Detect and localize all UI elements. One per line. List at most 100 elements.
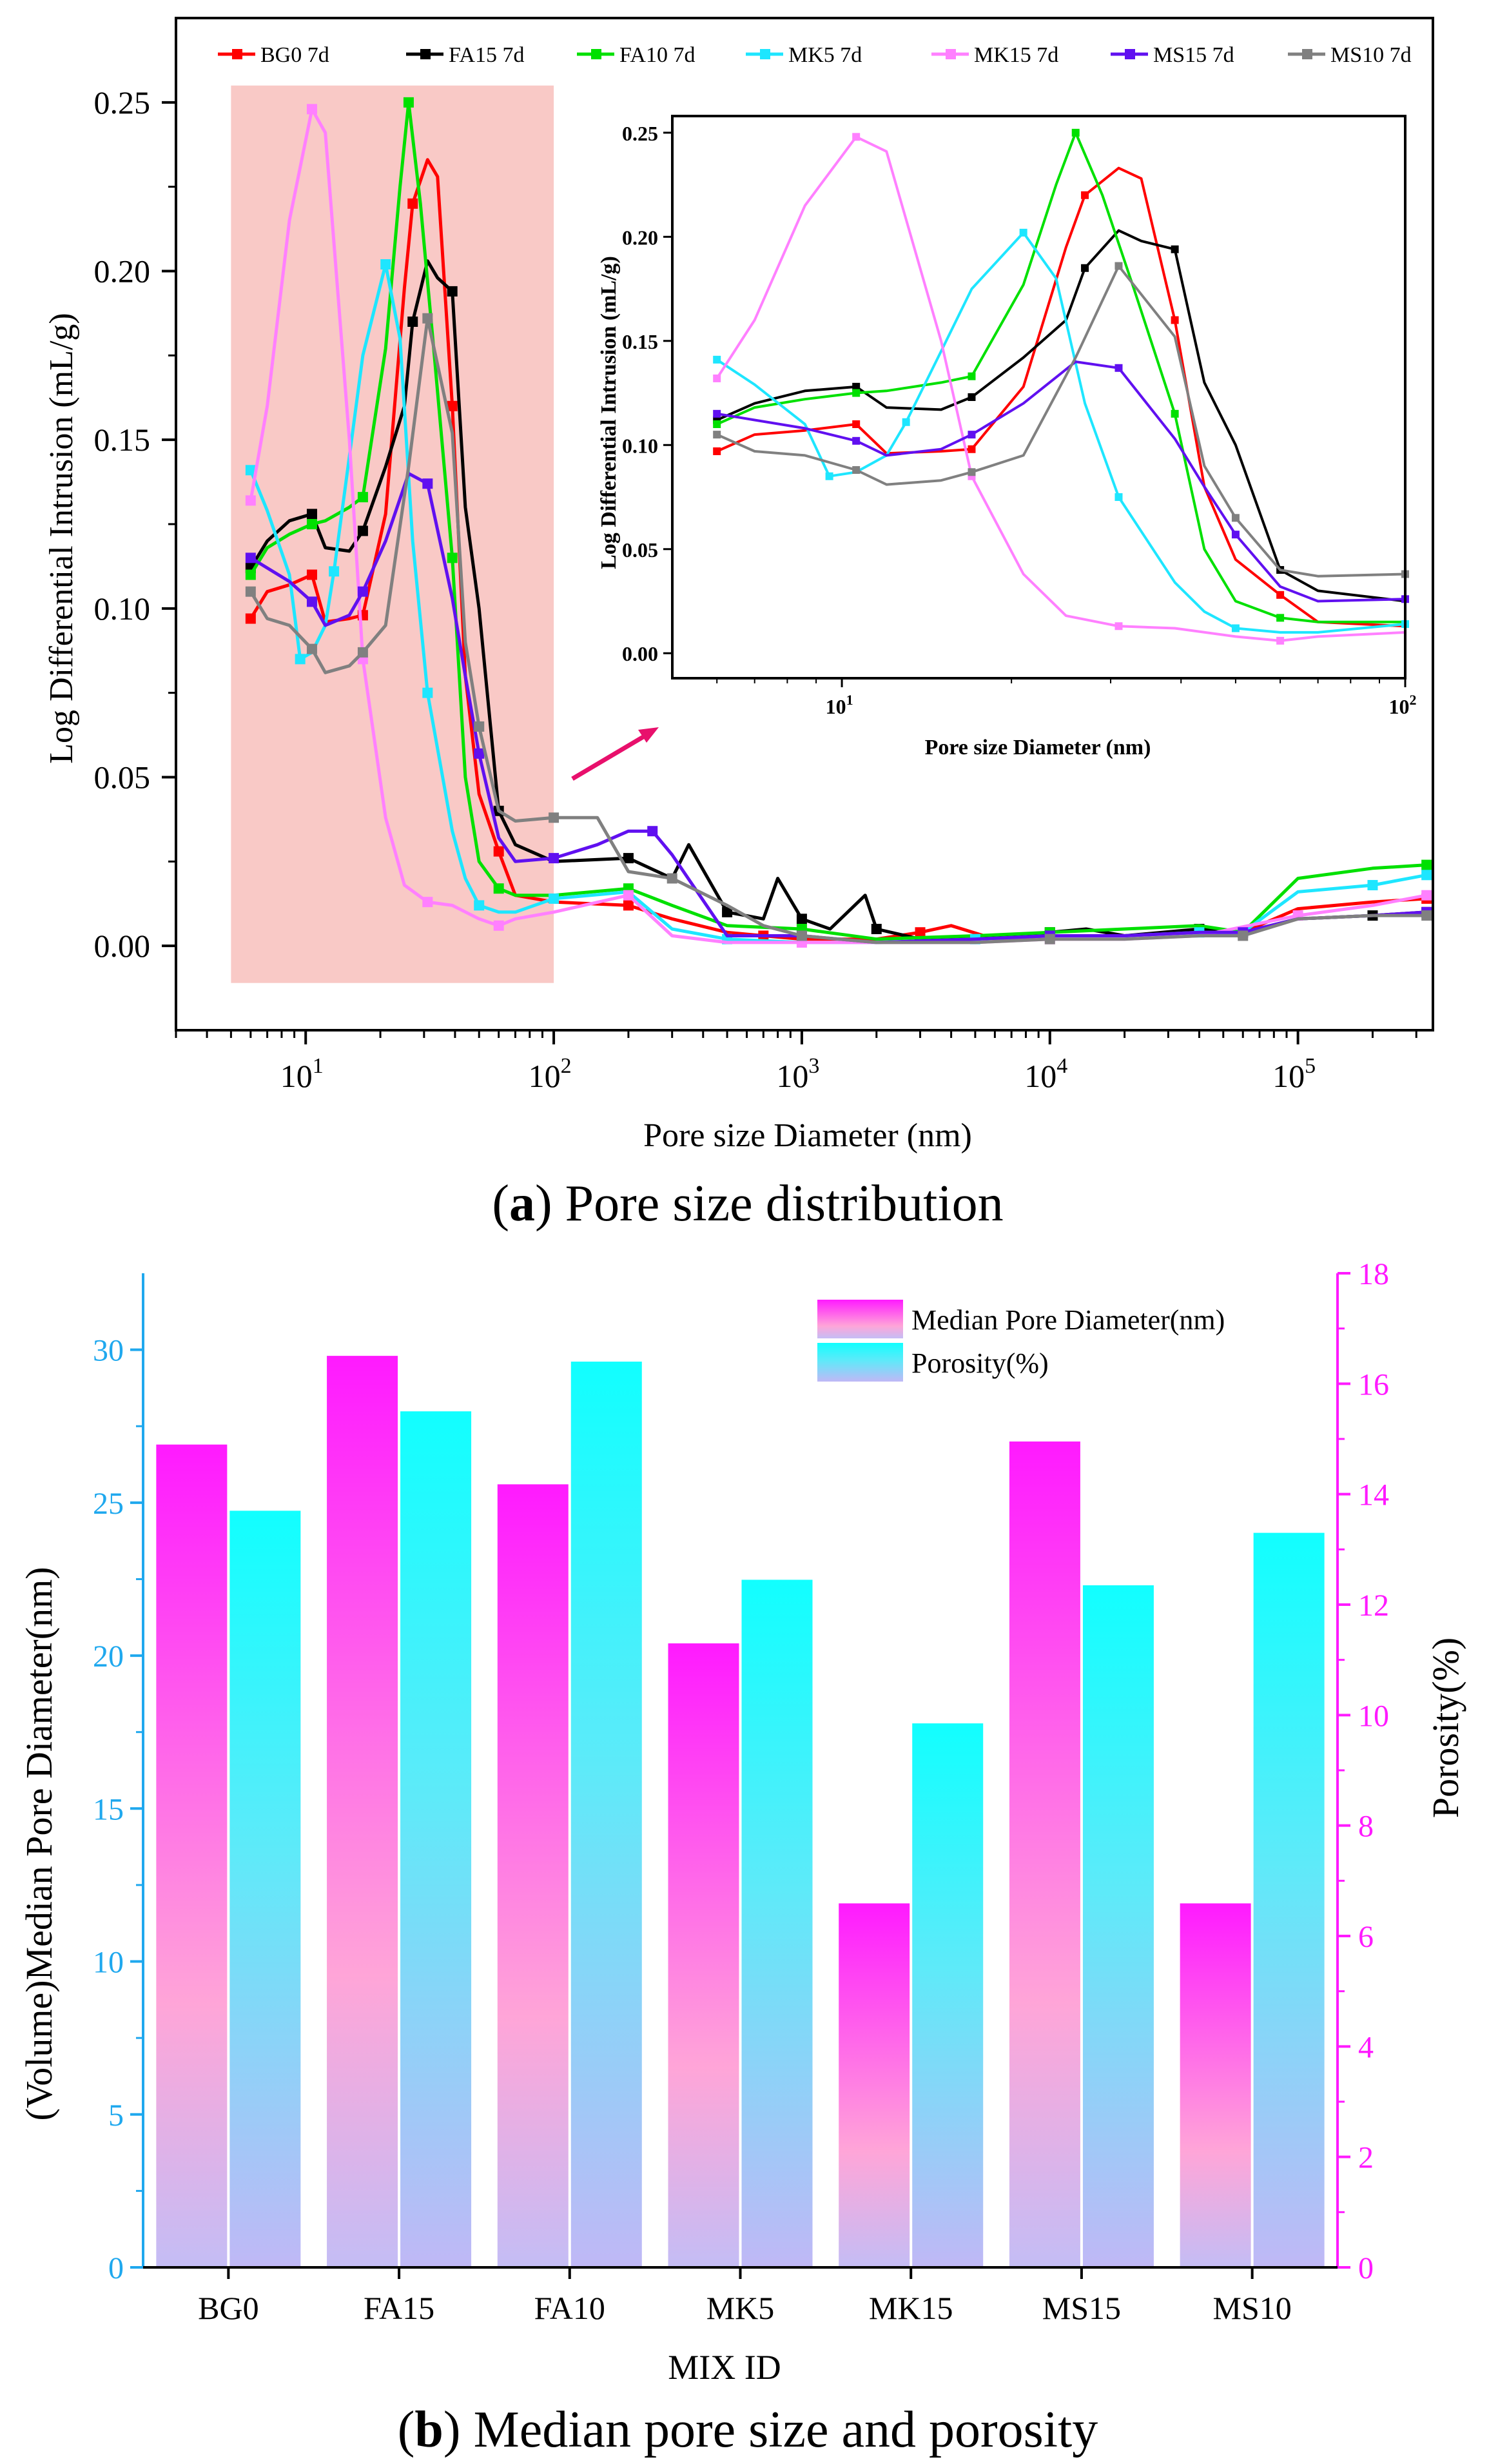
legend-marker xyxy=(420,49,431,59)
inset-plot-frame xyxy=(671,115,1406,680)
bar-porosity xyxy=(1082,1585,1154,2267)
y-tick-label: 0.10 xyxy=(94,591,151,627)
series-line xyxy=(716,229,1406,603)
inset-y-tick-label: 0.00 xyxy=(622,642,658,665)
data-point xyxy=(549,893,560,904)
bar-porosity xyxy=(400,1411,472,2267)
data-point xyxy=(968,445,976,453)
legend-label: FA10 7d xyxy=(619,43,695,67)
data-point xyxy=(1114,364,1123,372)
data-point xyxy=(902,418,910,426)
data-point xyxy=(422,897,433,908)
data-point xyxy=(422,687,433,698)
x-tick-label: 101 xyxy=(280,1054,324,1094)
left-y-tick-label: 0 xyxy=(108,2251,124,2285)
bar-porosity xyxy=(912,1723,984,2267)
data-point xyxy=(1231,531,1240,539)
data-point xyxy=(825,472,833,480)
data-point xyxy=(245,495,256,506)
bar-legend: Median Pore Diameter(nm) Porosity(%) xyxy=(817,1300,1225,1382)
main-plot-frame xyxy=(175,17,1434,1032)
category-label: MS10 xyxy=(1213,2290,1292,2326)
right-y-tick-label: 4 xyxy=(1358,2030,1374,2064)
legend-label: MK15 7d xyxy=(974,43,1058,67)
left-y-axis-label: (Volume)Median Pore Diameter(nm) xyxy=(18,1567,60,2120)
data-point xyxy=(1019,228,1027,237)
bar-median-pore-diameter xyxy=(1180,1903,1251,2267)
bar-median-pore-diameter xyxy=(497,1484,569,2267)
data-point xyxy=(245,586,256,597)
y-tick-label: 0.15 xyxy=(94,422,151,458)
data-point xyxy=(1276,636,1285,645)
data-point xyxy=(713,355,721,364)
data-point xyxy=(407,317,418,327)
right-y-tick-label: 0 xyxy=(1358,2251,1374,2285)
left-y-tick-label: 15 xyxy=(93,1792,124,1826)
data-point xyxy=(1276,614,1285,622)
inset-y-tick-label: 0.25 xyxy=(622,122,658,145)
data-point xyxy=(306,509,317,520)
y-axis-label: Log Differential Intrusion (mL/g) xyxy=(43,313,80,763)
data-point xyxy=(549,853,560,864)
right-y-tick-label: 10 xyxy=(1358,1699,1389,1733)
bar-porosity xyxy=(741,1579,813,2267)
data-point xyxy=(474,748,485,759)
legend-label: Median Pore Diameter(nm) xyxy=(911,1304,1225,1336)
right-y-tick-label: 2 xyxy=(1358,2141,1374,2175)
data-point xyxy=(968,393,976,401)
caption-b-letter: b xyxy=(414,2401,443,2458)
legend-marker xyxy=(232,49,242,59)
legend-swatch xyxy=(817,1300,903,1338)
data-point xyxy=(1276,591,1285,599)
series-line xyxy=(715,135,1406,642)
median-pore-porosity-chart: 0 5 10 15 20 25 30 0 2 4 6 8 10 12 14 16 18 BG0 FA15 FA10 MK… xyxy=(18,1257,1466,2458)
data-point xyxy=(713,420,721,428)
right-y-tick-label: 14 xyxy=(1358,1478,1389,1512)
data-point xyxy=(329,566,340,577)
inset-y-tick-label: 0.20 xyxy=(622,226,658,249)
caption-a: (a) Pore size distribution xyxy=(492,1175,1003,1232)
data-point xyxy=(1114,622,1123,631)
inset-x-tick-label: 102 xyxy=(1389,692,1417,718)
legend-label: MS10 7d xyxy=(1330,43,1412,67)
x-tick-label: 103 xyxy=(776,1054,819,1094)
bar-median-pore-diameter xyxy=(668,1643,739,2267)
data-point xyxy=(1238,930,1249,941)
category-label: MK5 xyxy=(706,2290,775,2326)
legend-label: MS15 7d xyxy=(1153,43,1234,67)
data-point xyxy=(968,468,976,476)
data-point xyxy=(1171,409,1179,418)
highlight-region xyxy=(231,85,554,983)
caption-a-text: Pore size distribution xyxy=(565,1175,1004,1232)
category-label: MS15 xyxy=(1042,2290,1121,2326)
y-tick-label: 0.00 xyxy=(94,928,151,964)
data-point xyxy=(796,930,807,941)
data-point xyxy=(1421,910,1432,921)
data-point xyxy=(1081,191,1089,199)
caption-a-letter: a xyxy=(509,1175,535,1232)
data-point xyxy=(493,883,504,894)
data-point xyxy=(1171,316,1179,324)
data-point xyxy=(357,525,368,536)
y-tick-label: 0.25 xyxy=(94,84,151,121)
data-point xyxy=(623,900,634,911)
data-point xyxy=(667,873,677,884)
zoom-arrow xyxy=(571,727,659,781)
right-y-tick-label: 18 xyxy=(1358,1257,1389,1291)
data-point xyxy=(357,586,368,597)
legend-label: MK5 7d xyxy=(788,43,862,67)
data-point xyxy=(1114,493,1123,502)
data-point xyxy=(1421,870,1432,881)
x-tick-label: 102 xyxy=(529,1054,572,1094)
left-y-tick-label: 30 xyxy=(93,1334,124,1368)
data-point xyxy=(1421,859,1432,870)
data-point xyxy=(474,900,485,911)
bar-median-pore-diameter xyxy=(327,1356,398,2267)
legend-marker xyxy=(760,49,770,59)
legend-label: BG0 7d xyxy=(260,43,329,67)
bar-chart-axes: 0 5 10 15 20 25 30 0 2 4 6 8 10 12 14 16 18 BG0 FA15 FA10 MK… xyxy=(93,1257,1389,2326)
data-point xyxy=(245,552,256,563)
bar-porosity xyxy=(1253,1532,1325,2267)
legend-marker xyxy=(946,49,956,59)
